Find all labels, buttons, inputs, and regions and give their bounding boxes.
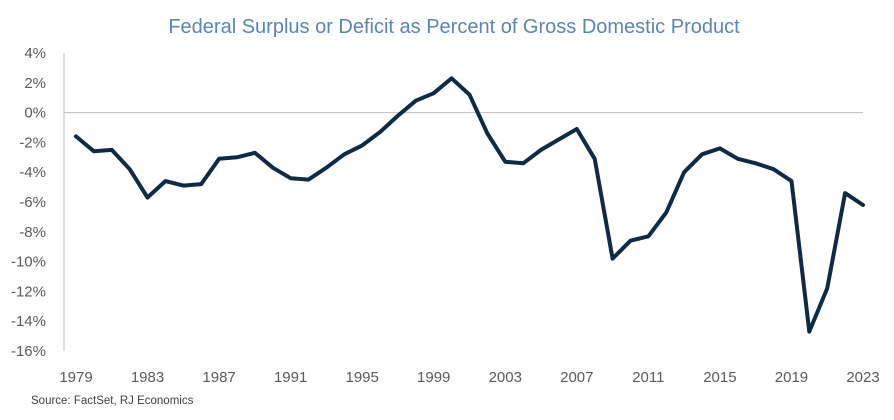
data-point — [700, 152, 704, 156]
y-tick-label: -10% — [11, 254, 46, 271]
y-tick-label: -16% — [11, 343, 46, 360]
series-line-deficit — [74, 76, 865, 334]
data-point — [593, 157, 597, 161]
data-point — [163, 179, 167, 183]
y-axis-labels: 4% 2% 0% -2% -4% -6% -8% -10% -12% -14% -16% — [11, 45, 46, 360]
data-point — [664, 210, 668, 214]
data-point — [342, 152, 346, 156]
data-point — [772, 167, 776, 171]
data-point — [289, 176, 293, 180]
data-point — [378, 130, 382, 134]
data-point — [74, 134, 78, 138]
data-point — [468, 93, 472, 97]
data-point — [128, 167, 132, 171]
chart-title: Federal Surplus or Deficit as Percent of… — [168, 16, 740, 38]
data-point — [450, 76, 454, 80]
data-point — [181, 184, 185, 188]
data-point — [682, 170, 686, 174]
source-note: Source: FactSet, RJ Economics — [31, 395, 194, 407]
data-point — [307, 178, 311, 182]
x-tick-label: 1987 — [202, 369, 235, 386]
data-point — [807, 330, 811, 334]
data-point — [557, 137, 561, 141]
data-point — [736, 157, 740, 161]
x-tick-label: 2023 — [846, 369, 879, 386]
x-tick-label: 1991 — [274, 369, 307, 386]
data-point — [646, 234, 650, 238]
y-tick-label: -12% — [11, 283, 46, 300]
y-tick-label: -6% — [19, 194, 46, 211]
y-tick-label: 4% — [24, 45, 46, 62]
data-point — [843, 191, 847, 195]
data-point — [360, 143, 364, 147]
x-tick-label: 2003 — [489, 369, 522, 386]
data-point — [414, 99, 418, 103]
data-point — [539, 148, 543, 152]
data-point — [199, 182, 203, 186]
x-tick-label: 1979 — [59, 369, 92, 386]
data-point — [629, 239, 633, 243]
x-tick-label: 1983 — [131, 369, 164, 386]
x-tick-label: 1999 — [417, 369, 450, 386]
data-point — [521, 161, 525, 165]
x-tick-label: 2015 — [703, 369, 736, 386]
data-point — [396, 114, 400, 118]
data-point — [611, 257, 615, 261]
data-point — [92, 149, 96, 153]
y-tick-label: -4% — [19, 164, 46, 181]
x-tick-label: 2011 — [632, 369, 664, 386]
data-point — [324, 166, 328, 170]
data-point — [253, 151, 257, 155]
data-point — [485, 132, 489, 136]
data-point — [825, 286, 829, 290]
data-point — [235, 155, 239, 159]
data-point — [503, 160, 507, 164]
y-tick-label: -14% — [11, 313, 46, 330]
data-point — [861, 203, 865, 207]
data-point — [217, 157, 221, 161]
data-point — [790, 179, 794, 183]
data-point — [718, 146, 722, 150]
data-point — [575, 127, 579, 131]
data-point — [110, 148, 114, 152]
x-tick-label: 1995 — [345, 369, 378, 386]
data-points — [74, 76, 865, 333]
data-point — [754, 161, 758, 165]
data-point — [432, 91, 436, 95]
y-tick-label: 0% — [24, 105, 46, 122]
x-tick-label: 2019 — [775, 369, 808, 386]
data-point — [146, 196, 150, 200]
x-tick-label: 2007 — [560, 369, 593, 386]
x-axis-labels: 1979 1983 1987 1991 1995 1999 2003 2007 2011 2015… — [59, 369, 879, 386]
y-tick-label: -2% — [19, 134, 46, 151]
data-point — [271, 166, 275, 170]
y-tick-label: 2% — [24, 75, 46, 92]
y-tick-label: -8% — [19, 224, 46, 241]
